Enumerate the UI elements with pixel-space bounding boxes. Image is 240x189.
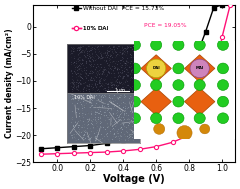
Y-axis label: Current density (mA/cm²): Current density (mA/cm²) xyxy=(5,29,14,138)
Legend: 10% DAI: 10% DAI xyxy=(72,26,108,31)
X-axis label: Voltage (V): Voltage (V) xyxy=(103,174,165,184)
Text: PCE = 19.05%: PCE = 19.05% xyxy=(144,23,187,28)
